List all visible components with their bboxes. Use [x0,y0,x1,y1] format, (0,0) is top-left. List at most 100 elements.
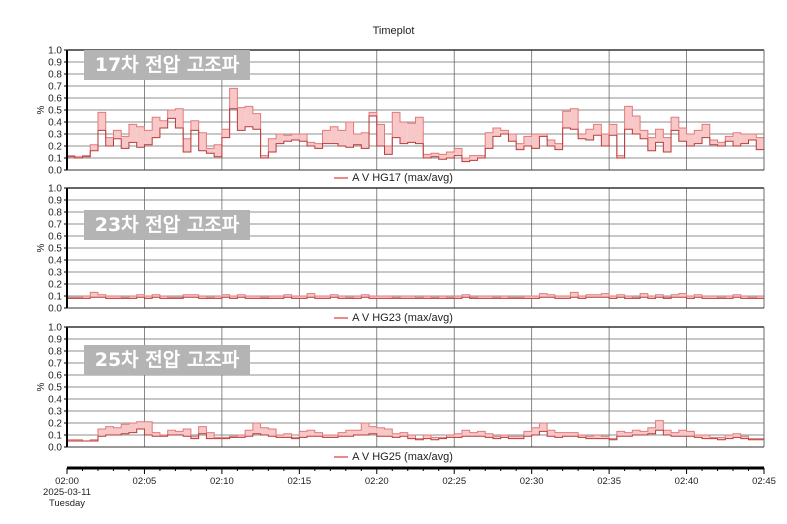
band-step [221,129,230,138]
y-tick-label: 0.3 [48,268,62,279]
time-tick-label: 02:30 [520,476,544,487]
band-step [97,294,106,298]
legend-swatch [334,177,349,180]
band-step [655,129,664,143]
band-step [152,117,160,138]
band-step [415,438,424,440]
panel-badge-hg23: 23차 전압 고조파 [84,210,250,240]
band-step [369,296,377,299]
y-axis-label: % [36,243,47,252]
band-step [640,293,648,298]
band-step [593,294,602,298]
band-step [67,155,75,157]
band-step [136,294,145,298]
band-step [376,124,385,146]
band-step [229,88,238,109]
band-step [492,128,501,137]
y-tick-label: 1.0 [48,184,62,195]
band-step [322,435,331,438]
band-step [183,294,191,298]
band-step [454,148,462,156]
band-step [539,134,548,137]
band-step [717,437,726,440]
y-tick-label: 0.2 [48,142,62,153]
band-step [531,134,540,149]
band-step [756,137,764,150]
band-step [136,126,145,148]
band-step [477,155,486,158]
band-step [578,435,586,438]
band-step [477,431,486,437]
band-step [291,437,300,439]
band-step [570,108,579,130]
band-step [702,296,710,299]
band-step [90,292,98,298]
band-step [214,144,222,157]
band-step [407,123,416,143]
band-step [237,294,246,298]
band-step [229,436,238,438]
band-step [299,134,308,142]
band-step [183,429,191,437]
y-tick-label: 0.8 [48,208,62,219]
band-step [376,296,385,299]
band-step [361,423,370,435]
band-step [74,439,83,441]
band-step [446,435,455,438]
band-step [702,124,710,138]
band-step [67,297,75,299]
band-step [585,294,594,298]
band-step [245,296,253,299]
band-step [214,296,222,299]
band-step [508,436,517,439]
band-step [338,296,346,299]
band-step [733,132,741,146]
band-step [671,432,679,437]
band-step [314,432,323,437]
y-tick-label: 1.0 [48,323,62,334]
y-tick-label: 0.1 [48,154,62,165]
band-step [307,430,315,437]
band-step [655,420,664,431]
band-step [214,437,222,439]
band-step [353,296,362,299]
band-step [252,423,261,434]
band-step [338,130,346,146]
band-step [632,297,641,299]
time-tick-label: 02:05 [133,476,157,487]
band-step [268,429,277,437]
band-step [97,112,106,131]
band-step [578,134,586,139]
band-step [469,155,478,161]
band-step [237,435,246,438]
band-step [733,433,741,438]
band-step [423,435,431,439]
band-step [702,435,710,439]
band-step [415,117,424,144]
band-step [593,124,602,136]
band-step [260,297,269,299]
band-step [299,296,308,299]
band-step [678,293,687,298]
band-step [547,294,555,298]
y-tick-label: 0.7 [48,220,62,231]
band-step [438,154,447,160]
band-step [291,296,300,299]
day-label: Tuesday [49,498,85,509]
y-axis-label: % [36,382,47,391]
legend-label: A V HG23 (max/avg) [352,312,453,324]
band-step [461,158,470,162]
band-step [686,134,695,146]
legend-hg23: A V HG23 (max/avg) [0,312,787,324]
band-step [322,130,331,144]
band-step [221,437,230,439]
y-tick-label: 0.6 [48,371,62,382]
series-avg-line [67,428,764,442]
band-step [516,143,524,150]
chart-title: Timeplot [372,25,415,37]
band-step [260,155,269,158]
band-step [477,296,486,299]
band-step [361,132,370,149]
band-step [454,433,462,438]
band-step [361,294,370,298]
